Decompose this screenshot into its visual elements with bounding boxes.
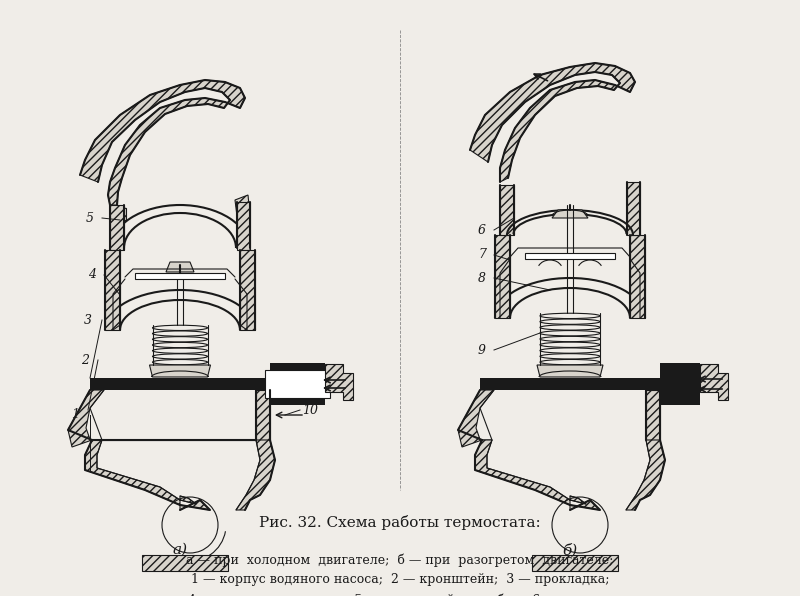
Text: 4 — корпус термостата;  5 — выпускной патрубок;  6 — клапан;: 4 — корпус термостата; 5 — выпускной пат… <box>188 593 612 596</box>
Polygon shape <box>135 273 225 279</box>
Text: 2: 2 <box>81 353 89 367</box>
Polygon shape <box>85 440 210 510</box>
Polygon shape <box>480 378 660 390</box>
Polygon shape <box>325 364 353 400</box>
Text: 7: 7 <box>478 249 486 262</box>
Polygon shape <box>646 390 660 440</box>
Polygon shape <box>630 235 645 318</box>
Text: 9: 9 <box>478 343 486 356</box>
Polygon shape <box>80 80 245 205</box>
Text: Рис. 32. Схема работы термостата:: Рис. 32. Схема работы термостата: <box>259 514 541 529</box>
Polygon shape <box>270 378 310 390</box>
Text: а — при  холодном  двигателе;  б — при  разогретом  двигателе;: а — при холодном двигателе; б — при разо… <box>186 553 614 567</box>
Polygon shape <box>110 205 124 250</box>
Polygon shape <box>475 440 600 510</box>
Polygon shape <box>532 555 618 571</box>
Polygon shape <box>240 250 255 330</box>
Polygon shape <box>626 440 665 510</box>
Polygon shape <box>236 440 275 510</box>
Polygon shape <box>627 182 640 235</box>
Polygon shape <box>470 63 635 182</box>
Polygon shape <box>265 370 330 398</box>
Polygon shape <box>660 363 700 405</box>
Polygon shape <box>495 235 510 318</box>
Text: 3: 3 <box>84 313 92 327</box>
Polygon shape <box>237 202 250 250</box>
Polygon shape <box>525 253 615 259</box>
Polygon shape <box>110 205 126 220</box>
Polygon shape <box>700 364 728 400</box>
Text: 10: 10 <box>302 403 318 417</box>
Polygon shape <box>458 390 494 447</box>
Polygon shape <box>166 262 194 272</box>
Polygon shape <box>235 195 250 216</box>
Text: 1: 1 <box>71 408 79 421</box>
Polygon shape <box>68 390 104 447</box>
Text: 1 — корпус водяного насоса;  2 — кронштейн;  3 — прокладка;: 1 — корпус водяного насоса; 2 — кронштей… <box>190 573 610 586</box>
Text: 6: 6 <box>478 224 486 237</box>
Text: а): а) <box>173 543 187 557</box>
Text: 4: 4 <box>88 269 96 281</box>
Polygon shape <box>270 363 325 405</box>
Polygon shape <box>142 555 228 571</box>
Polygon shape <box>552 210 588 218</box>
Polygon shape <box>660 378 700 390</box>
Text: б): б) <box>562 543 578 557</box>
Polygon shape <box>90 378 270 390</box>
Polygon shape <box>105 250 120 330</box>
Text: 5: 5 <box>86 212 94 225</box>
Polygon shape <box>150 365 210 377</box>
Text: 8: 8 <box>478 272 486 284</box>
Polygon shape <box>500 185 514 235</box>
Polygon shape <box>537 365 603 377</box>
Polygon shape <box>256 390 270 440</box>
